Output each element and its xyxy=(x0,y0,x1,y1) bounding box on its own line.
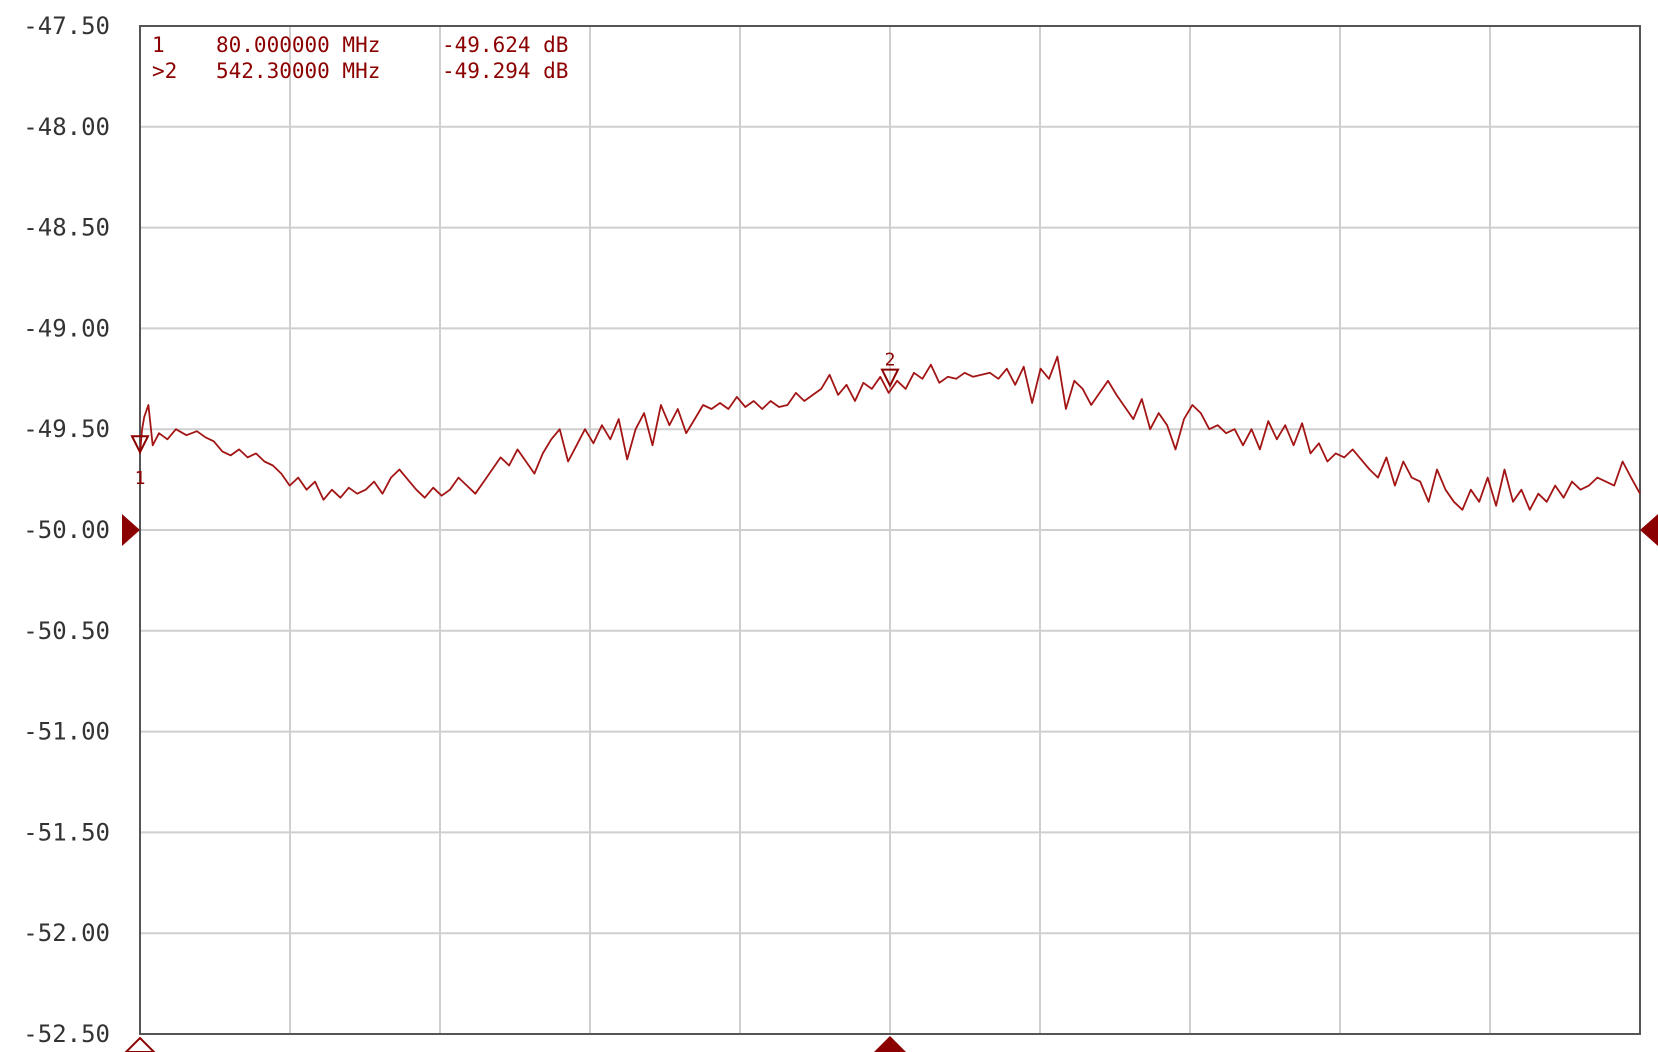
marker-2-label: 2 xyxy=(885,350,896,371)
readout-value: -49.294 dB xyxy=(442,59,568,83)
readout-marker-id: >2 xyxy=(152,59,177,83)
trace-line xyxy=(139,355,1641,511)
start-frequency-icon xyxy=(124,1036,156,1052)
marker-1-label: 1 xyxy=(135,468,146,489)
y-tick-label: -48.00 xyxy=(23,113,110,141)
reference-level-left-icon xyxy=(122,514,140,546)
y-tick-label: -51.00 xyxy=(23,718,110,746)
y-tick-label: -51.50 xyxy=(23,818,110,846)
y-tick-label: -50.00 xyxy=(23,516,110,544)
y-tick-labels: -47.50 -48.00 -48.50 -49.00 -49.50 -50.00 -50.… xyxy=(23,12,110,1048)
marker-readout: 1 80.000000 MHz -49.624 dB >2 542.30000 MHz -… xyxy=(152,33,568,83)
y-tick-label: -52.50 xyxy=(23,1020,110,1048)
reference-indicators xyxy=(122,514,1658,1052)
y-tick-label: -50.50 xyxy=(23,617,110,645)
readout-value: -49.624 dB xyxy=(442,33,568,57)
readout-marker-id: 1 xyxy=(152,33,165,57)
markers-group: 12 xyxy=(130,350,900,489)
center-frequency-icon xyxy=(874,1036,906,1052)
y-tick-label: -52.00 xyxy=(23,919,110,947)
y-tick-label: -47.50 xyxy=(23,12,110,40)
y-tick-label: -49.00 xyxy=(23,314,110,342)
marker-2-icon xyxy=(880,368,900,388)
y-tick-label: -49.50 xyxy=(23,415,110,443)
readout-frequency: 80.000000 MHz xyxy=(216,33,380,57)
marker-1-icon xyxy=(130,435,150,455)
readout-frequency: 542.30000 MHz xyxy=(216,59,380,83)
y-tick-label: -48.50 xyxy=(23,214,110,242)
reference-level-right-icon xyxy=(1640,514,1658,546)
grid-lines xyxy=(140,26,1640,1034)
trace-line-group xyxy=(139,355,1641,511)
